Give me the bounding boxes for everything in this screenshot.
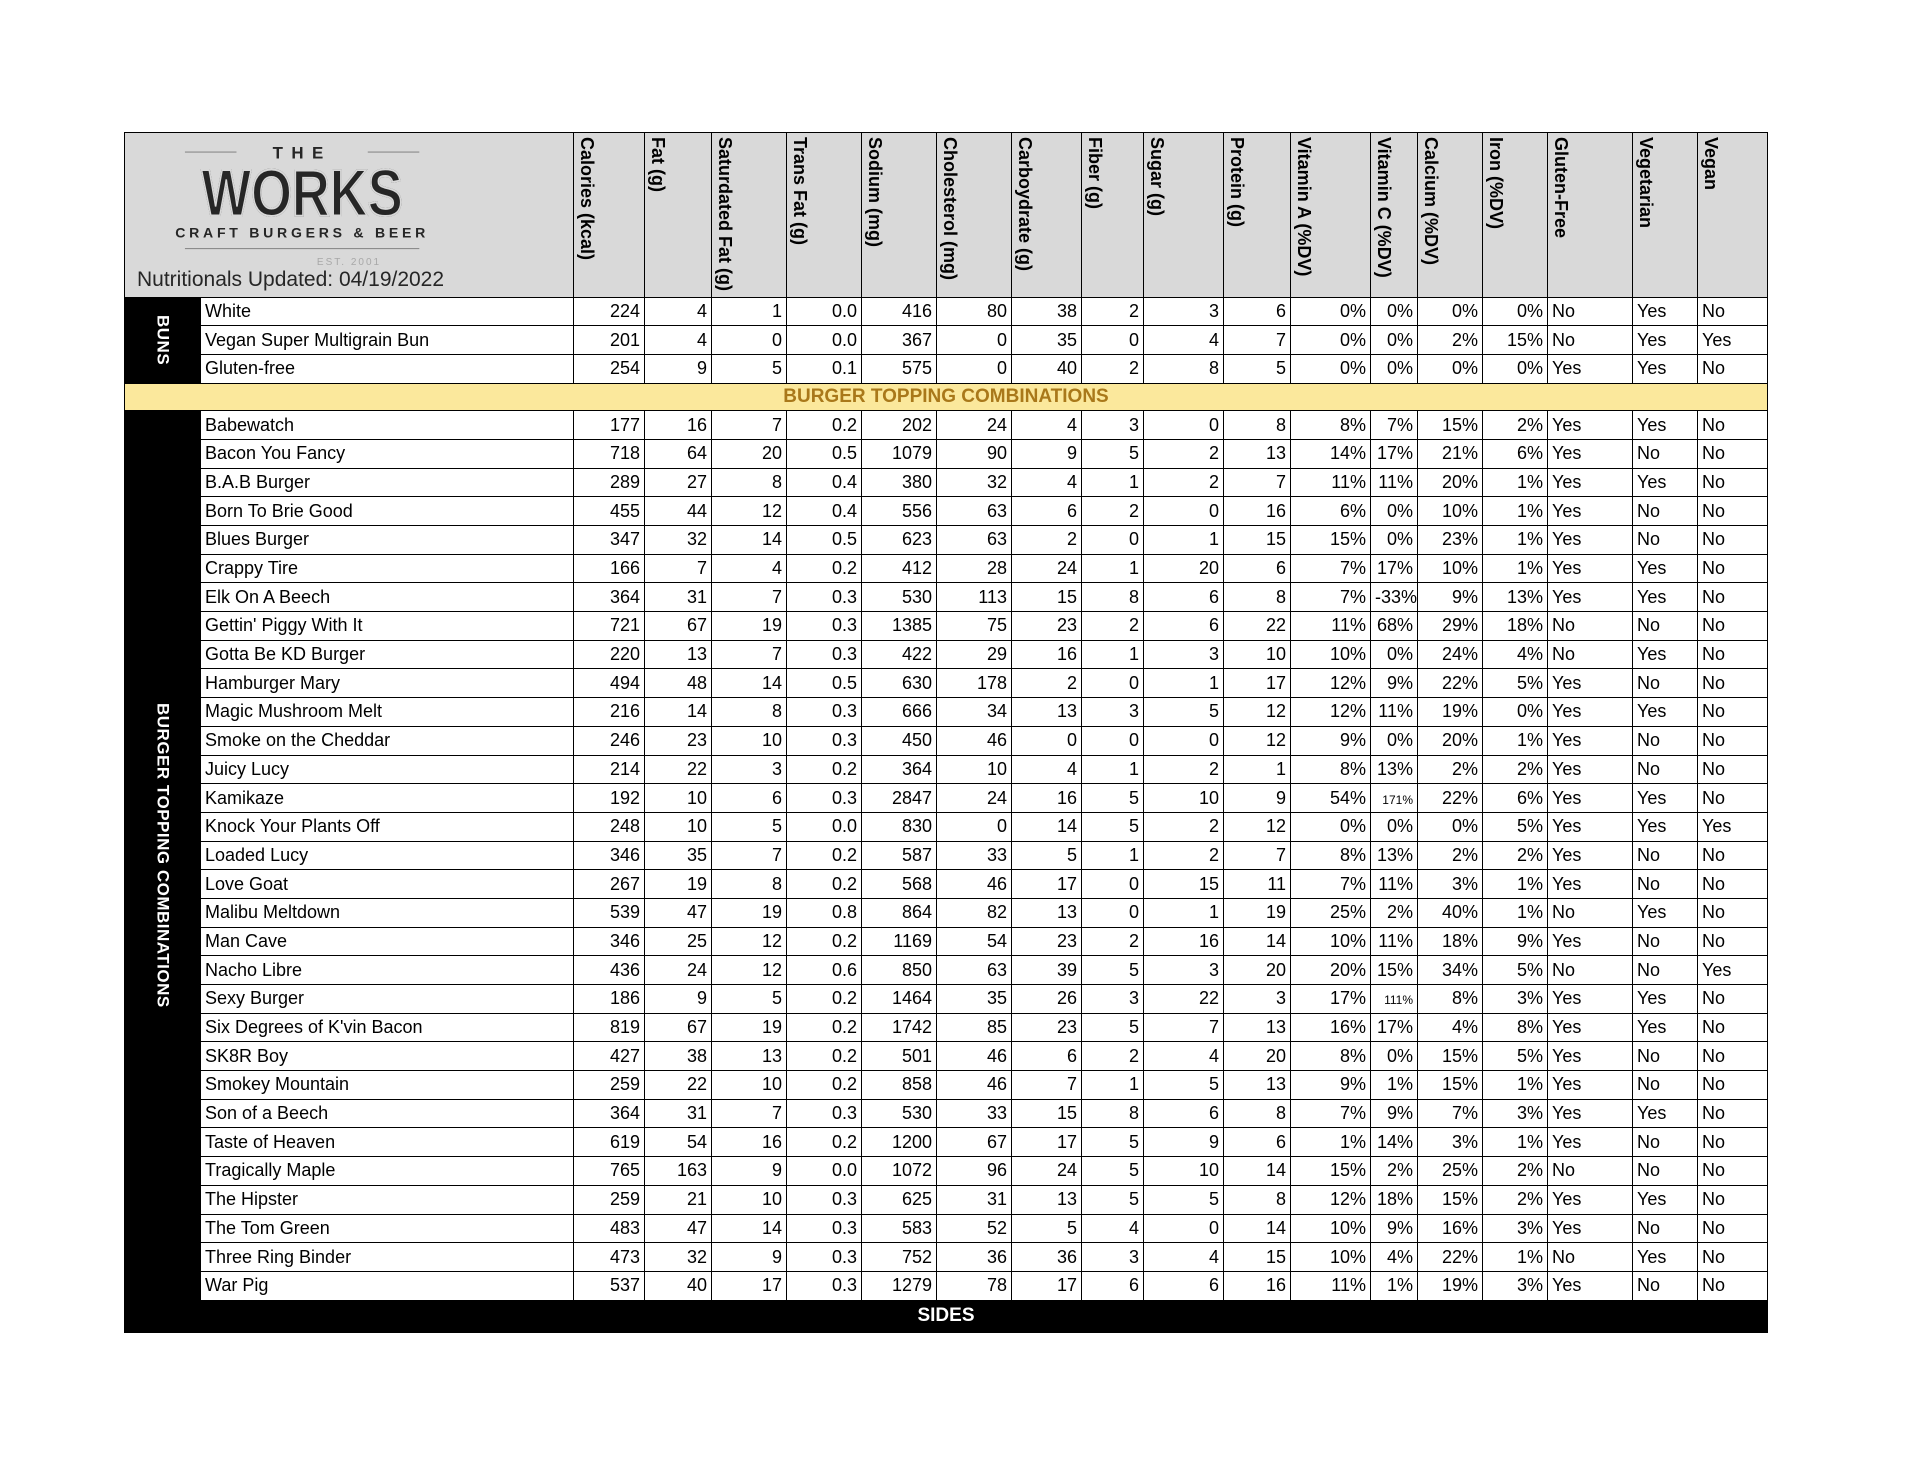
svg-text:WORKS: WORKS <box>202 156 403 230</box>
svg-text:CRAFT BURGERS & BEER: CRAFT BURGERS & BEER <box>175 224 429 240</box>
